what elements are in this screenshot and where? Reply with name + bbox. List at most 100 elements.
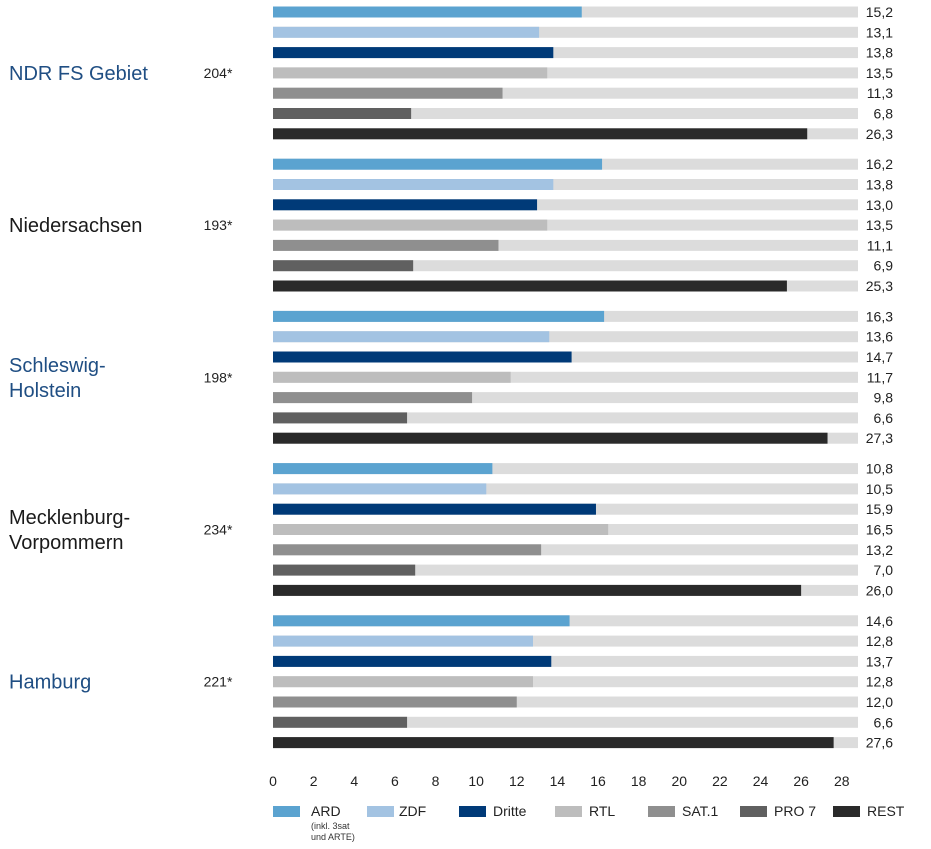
bar-dritte: [273, 47, 554, 59]
bar-pro7: [273, 108, 412, 119]
sample-count-label: 221*: [204, 674, 233, 690]
bar-ard: [273, 310, 605, 322]
bar-track: [273, 463, 858, 475]
legend-swatch: [833, 806, 860, 817]
value-label: 12,8: [866, 674, 893, 690]
bar-ard: [273, 615, 570, 627]
value-label: 25,3: [866, 278, 893, 294]
legend-note: (inkl. 3sat: [311, 821, 350, 831]
x-tick-label: 10: [468, 773, 484, 789]
sample-count-label: 193*: [204, 217, 233, 233]
legend-label: PRO 7: [774, 803, 816, 819]
value-label: 13,1: [866, 24, 893, 40]
bar-track: [273, 87, 858, 99]
sample-count-label: 204*: [204, 65, 233, 81]
legend-swatch: [459, 806, 486, 817]
value-label: 9,8: [874, 390, 894, 406]
bar-pro7: [273, 260, 414, 272]
bar-track: [273, 716, 858, 728]
value-label: 10,5: [866, 481, 893, 497]
bar-track: [273, 544, 858, 556]
value-label: 16,5: [866, 522, 893, 538]
bar-ard: [273, 6, 582, 18]
bar-dritte: [273, 655, 552, 667]
group-label: Schleswig-: [9, 355, 106, 377]
bar-rest: [273, 737, 834, 749]
group-label: Vorpommern: [9, 532, 124, 554]
bar-rest: [273, 584, 802, 596]
bar-rtl: [273, 524, 609, 535]
value-label: 16,2: [866, 156, 893, 172]
legend-label: ARD: [311, 803, 341, 819]
bar-dritte: [273, 199, 538, 211]
value-label: 11,3: [867, 85, 893, 101]
legend-swatch: [555, 806, 582, 817]
sample-count-label: 198*: [204, 369, 233, 385]
value-label: 7,0: [874, 562, 894, 578]
bar-sat1: [273, 239, 499, 251]
group-label: Niedersachsen: [9, 215, 142, 237]
x-tick-label: 26: [793, 773, 809, 789]
x-tick-label: 24: [753, 773, 769, 789]
value-label: 13,0: [866, 197, 893, 213]
bar-rtl: [273, 676, 533, 688]
x-tick-label: 28: [834, 773, 850, 789]
bar-sat1: [273, 696, 517, 708]
bar-track: [273, 260, 858, 272]
bar-dritte: [273, 503, 596, 515]
bar-track: [273, 412, 858, 424]
value-label: 12,8: [866, 633, 893, 649]
value-label: 26,0: [866, 582, 893, 598]
bar-track: [273, 564, 858, 576]
legend-label: SAT.1: [682, 803, 719, 819]
bar-track: [273, 676, 858, 688]
bar-track: [273, 179, 858, 190]
bar-track: [273, 696, 858, 708]
value-label: 12,0: [866, 694, 893, 710]
bar-track: [273, 199, 858, 211]
x-tick-label: 18: [631, 773, 647, 789]
bar-zdf: [273, 635, 533, 647]
bar-sat1: [273, 544, 542, 556]
value-label: 6,8: [874, 106, 894, 122]
bar-track: [273, 108, 858, 119]
value-label: 13,5: [866, 65, 893, 81]
bar-sat1: [273, 392, 473, 404]
x-tick-label: 2: [310, 773, 318, 789]
legend-swatch: [273, 806, 300, 817]
value-label: 13,7: [866, 653, 893, 669]
bar-zdf: [273, 483, 487, 495]
group-label: NDR FS Gebiet: [9, 63, 148, 85]
bar-ard: [273, 463, 493, 475]
bar-track: [273, 26, 858, 38]
bar-rtl: [273, 67, 548, 79]
bar-track: [273, 239, 858, 251]
bar-zdf: [273, 179, 554, 190]
group-label: Holstein: [9, 380, 81, 402]
bar-zdf: [273, 331, 550, 343]
value-label: 13,5: [866, 217, 893, 233]
bar-track: [273, 371, 858, 383]
bar-rest: [273, 128, 808, 140]
value-label: 6,9: [874, 258, 894, 274]
bar-rest: [273, 432, 828, 444]
bar-dritte: [273, 351, 572, 363]
bar-track: [273, 483, 858, 495]
value-label: 16,3: [866, 308, 893, 324]
legend-swatch: [740, 806, 767, 817]
x-tick-label: 22: [712, 773, 728, 789]
bar-pro7: [273, 412, 408, 424]
value-label: 14,7: [866, 349, 893, 365]
value-label: 6,6: [874, 410, 894, 426]
bar-track: [273, 67, 858, 79]
bar-sat1: [273, 87, 503, 99]
x-tick-label: 8: [432, 773, 440, 789]
bar-rtl: [273, 371, 511, 383]
x-tick-label: 16: [590, 773, 606, 789]
bar-track: [273, 47, 858, 59]
group-label: Mecklenburg-: [9, 507, 130, 529]
value-label: 15,9: [866, 501, 893, 517]
value-label: 13,8: [866, 177, 893, 193]
legend-label: Dritte: [493, 803, 527, 819]
value-label: 11,1: [867, 237, 893, 253]
